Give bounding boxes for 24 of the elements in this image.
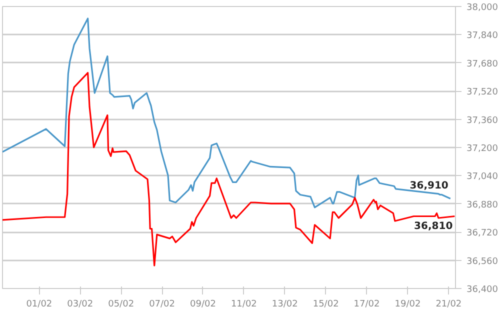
x-tick-label: 03/02 <box>67 300 94 310</box>
y-tick-label: 36,400 <box>466 285 498 295</box>
x-tick-label: 01/02 <box>26 300 52 310</box>
x-tick-label: 15/02 <box>312 300 339 310</box>
y-tick-label: 37,680 <box>466 59 498 70</box>
y-tick-label: 36,560 <box>466 256 498 267</box>
y-tick-label: 37,200 <box>466 144 498 154</box>
x-tick-label: 11/02 <box>230 300 257 310</box>
x-tick-label: 05/02 <box>108 300 134 310</box>
y-tick-label: 37,040 <box>466 172 498 182</box>
x-tick-label: 17/02 <box>354 300 380 310</box>
x-tick-label: 21/02 <box>436 300 462 310</box>
x-tick-label: 13/02 <box>272 300 298 310</box>
y-tick-label: 38,000 <box>466 3 498 13</box>
y-tick-label: 36,720 <box>466 228 498 239</box>
x-tick-label: 19/02 <box>394 300 421 310</box>
y-tick-label: 37,520 <box>466 88 498 98</box>
x-tick-label: 07/02 <box>149 300 175 310</box>
annotation: 36,810 <box>414 221 453 232</box>
y-tick-label: 37,360 <box>466 116 498 126</box>
x-tick-label: 09/02 <box>190 300 216 310</box>
y-tick-label: 36,880 <box>466 200 498 210</box>
annotation: 36,910 <box>410 180 448 192</box>
y-tick-label: 37,840 <box>466 31 498 42</box>
